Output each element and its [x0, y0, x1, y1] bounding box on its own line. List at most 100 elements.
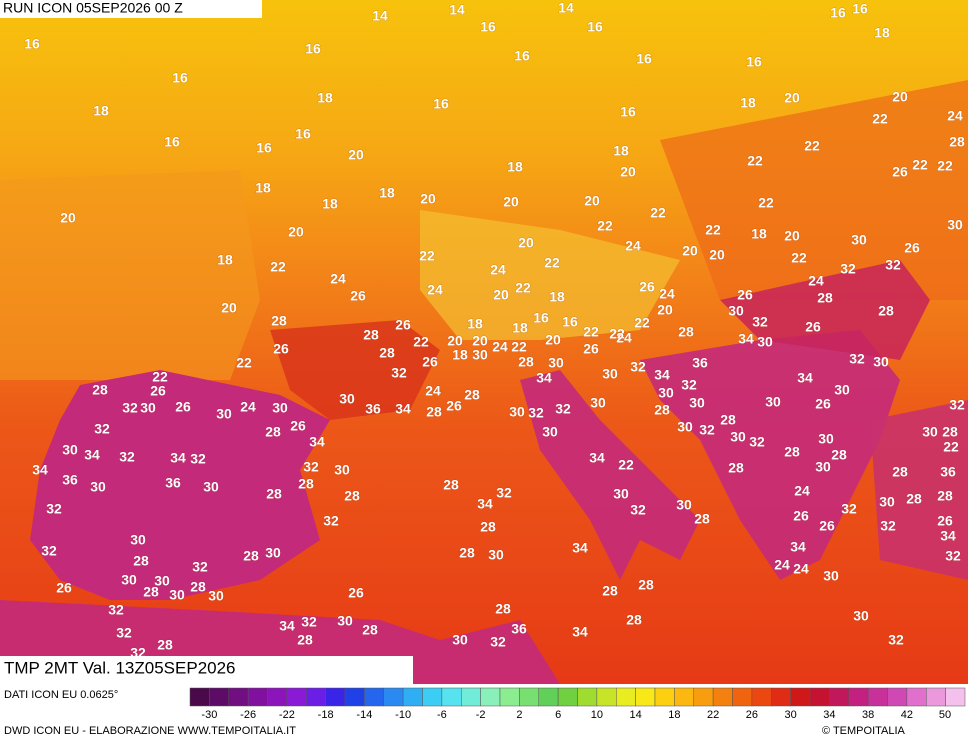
temperature-label: 30 — [337, 613, 353, 629]
temperature-label: 28 — [694, 511, 710, 527]
temperature-label: 28 — [906, 491, 922, 507]
temperature-label: 26 — [904, 240, 920, 256]
colorbar-swatch — [228, 687, 249, 707]
temperature-label: 30 — [658, 385, 674, 401]
temperature-label: 18 — [379, 185, 395, 201]
temperature-label: 30 — [62, 442, 78, 458]
temperature-label: 22 — [152, 369, 168, 385]
temperature-label: 16 — [533, 310, 549, 326]
temperature-label: 20 — [348, 147, 364, 163]
temperature-label: 32 — [885, 257, 901, 273]
temperature-label: 34 — [589, 450, 605, 466]
temperature-label: 32 — [841, 501, 857, 517]
temperature-label: 32 — [122, 400, 138, 416]
temperature-label: 30 — [203, 479, 219, 495]
temperature-label: 26 — [150, 383, 166, 399]
temperature-label: 34 — [797, 370, 813, 386]
temperature-label: 22 — [419, 248, 435, 264]
temperature-label: 22 — [943, 439, 959, 455]
temperature-label: 28 — [92, 382, 108, 398]
temperature-label: 30 — [757, 334, 773, 350]
colorbar-swatch — [267, 687, 288, 707]
temperature-label: 26 — [56, 580, 72, 596]
temperature-label: 32 — [94, 421, 110, 437]
temperature-label: 30 — [154, 573, 170, 589]
temperature-label: 28 — [344, 488, 360, 504]
temperature-label: 32 — [323, 513, 339, 529]
colorbar-swatch — [771, 687, 791, 707]
temperature-label: 30 — [472, 347, 488, 363]
temperature-label: 22 — [912, 157, 928, 173]
temperature-label: 16 — [433, 96, 449, 112]
colorbar-swatch — [616, 687, 636, 707]
temperature-label: 32 — [945, 548, 961, 564]
danube — [720, 260, 930, 360]
temperature-label: 16 — [830, 5, 846, 21]
colorbar-swatch — [809, 687, 830, 707]
temperature-label: 20 — [784, 90, 800, 106]
temperature-label: 28 — [654, 402, 670, 418]
colorbar-swatch — [306, 687, 326, 707]
temperature-label: 30 — [922, 424, 938, 440]
colorbar-swatch — [596, 687, 617, 707]
temperature-label: 28 — [363, 327, 379, 343]
temperature-label: 26 — [892, 164, 908, 180]
temperature-label: 28 — [784, 444, 800, 460]
temperature-label: 34 — [32, 462, 48, 478]
field-box — [0, 656, 413, 684]
colorbar-swatch — [674, 687, 694, 707]
temperature-label: 16 — [305, 41, 321, 57]
temperature-label: 20 — [221, 300, 237, 316]
temperature-label: 30 — [676, 497, 692, 513]
temperature-label: 22 — [597, 218, 613, 234]
colorbar-swatch — [790, 687, 811, 707]
temperature-label: 28 — [266, 486, 282, 502]
temperature-label: 20 — [472, 333, 488, 349]
temperature-label: 16 — [514, 48, 530, 64]
temperature-label: 28 — [892, 464, 908, 480]
temperature-label: 22 — [544, 255, 560, 271]
temperature-label: 30 — [334, 462, 350, 478]
temperature-label: 16 — [295, 126, 311, 142]
colorbar-swatch — [829, 687, 849, 707]
source-text: DATI ICON EU 0.0625° — [4, 689, 118, 701]
temperature-label: 26 — [348, 585, 364, 601]
temperature-label: 22 — [609, 326, 625, 342]
temperature-label: 28 — [298, 476, 314, 492]
temperature-label: 24 — [425, 383, 441, 399]
temperature-label: 30 — [121, 572, 137, 588]
temperature-label: 28 — [626, 612, 642, 628]
temperature-label: 18 — [740, 95, 756, 111]
temperature-label: 28 — [190, 579, 206, 595]
temperature-label: 30 — [140, 400, 156, 416]
colorbar-tick-label: 34 — [823, 709, 835, 721]
temperature-label: 30 — [90, 479, 106, 495]
temperature-label: 26 — [422, 354, 438, 370]
colorbar-tick-label: 42 — [901, 709, 913, 721]
temperature-label: 24 — [625, 238, 641, 254]
run-title: RUN ICON 05SEP2026 00 Z — [3, 0, 183, 16]
alps — [420, 210, 680, 340]
temperature-label: 14 — [372, 8, 388, 24]
temperature-label: 20 — [657, 302, 673, 318]
temperature-label: 18 — [613, 143, 629, 159]
temperature-label: 16 — [746, 54, 762, 70]
temperature-label: 18 — [322, 196, 338, 212]
temperature-label: 30 — [208, 588, 224, 604]
temperature-label: 32 — [949, 397, 965, 413]
temperature-label: 22 — [747, 153, 763, 169]
temperature-label: 28 — [942, 424, 958, 440]
temperature-label: 20 — [709, 247, 725, 263]
colorbar-swatch — [402, 687, 423, 707]
temperature-label: 34 — [536, 370, 552, 386]
temperature-label: 34 — [572, 540, 588, 556]
colorbar-tick-label: 2 — [516, 709, 522, 721]
temperature-label: 22 — [872, 111, 888, 127]
temperature-label: 18 — [751, 226, 767, 242]
temperature-label: 34 — [572, 624, 588, 640]
colorbar-swatch — [364, 687, 384, 707]
temperature-label: 32 — [849, 351, 865, 367]
